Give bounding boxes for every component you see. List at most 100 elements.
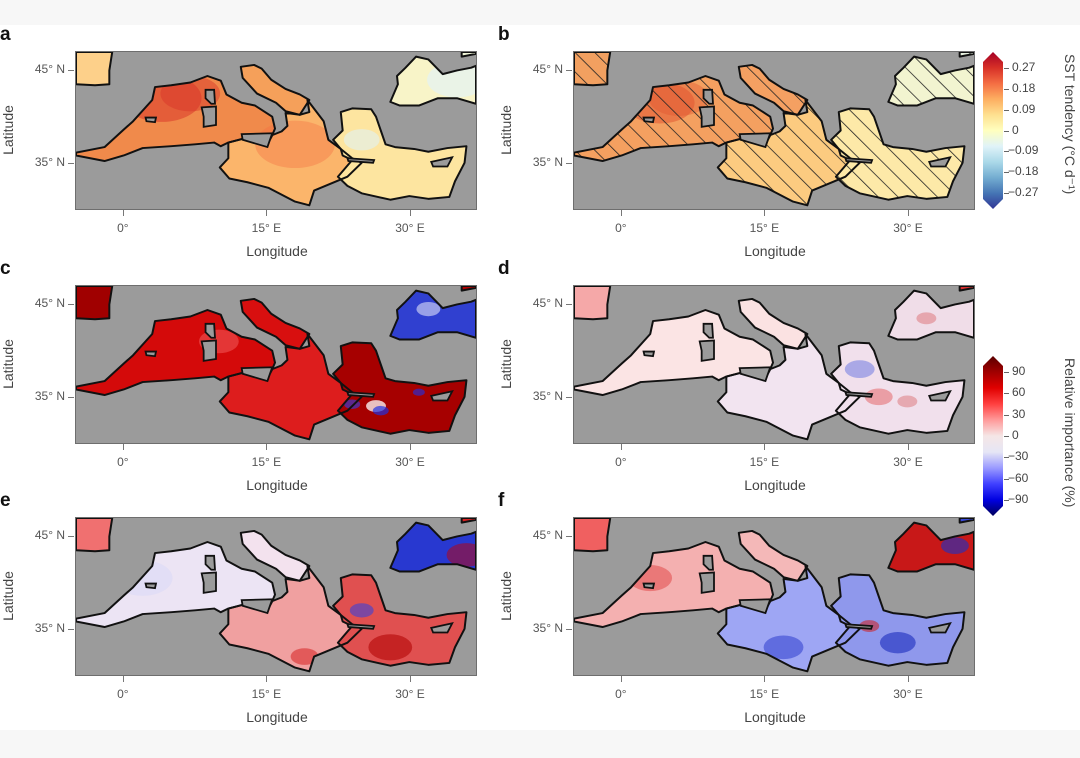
ytick-mark [68,163,74,165]
colorbar-tick-mark [1004,88,1009,90]
colorbar-importance [983,356,1003,516]
colorbar-tick-mark [1004,172,1009,174]
x-axis-label: Longitude [246,477,308,493]
colorbar-tick-label: 60 [1012,385,1026,400]
colorbar-tick-label: −90 [1008,492,1029,506]
map-panel-f [573,517,975,676]
xtick-mark [266,444,268,450]
ytick-mark [566,163,572,165]
ytick-label: 35° N [532,389,563,404]
colorbar-tick-label: −0.18 [1008,164,1039,179]
colorbar-tick-mark [1004,414,1009,416]
xtick-label: 15° E [749,455,780,469]
colorbar-tick-mark [1004,193,1009,194]
map-panel-c [75,285,477,444]
top-band [0,0,1080,25]
ytick-mark [566,69,572,71]
xtick-label: 15° E [749,687,780,701]
colorbar-tick-mark [1004,478,1009,480]
xtick-mark [620,444,622,450]
map-panel-a [75,51,477,210]
map-panel-e [75,517,477,676]
ytick-mark [68,629,74,631]
xtick-mark [122,676,124,682]
colorbar-tick-label: −60 [1008,470,1029,485]
ytick-label: 45° N [34,61,65,76]
ytick-label: 35° N [34,621,65,636]
xtick-label: 0° [117,455,129,469]
ytick-mark [566,397,572,399]
xtick-label: 30° E [893,221,923,235]
xtick-label: 15° E [251,687,282,701]
panel-letter-e: e [0,490,11,511]
xtick-mark [908,210,909,216]
ytick-label: 35° N [34,389,65,404]
colorbar-sst [983,52,1003,209]
colorbar-tick-label: −0.27 [1008,185,1039,199]
colorbar-tick-label: −0.09 [1008,143,1039,158]
xtick-label: 30° E [395,687,425,701]
xtick-label: 30° E [893,687,923,701]
xtick-mark [122,210,124,216]
colorbar-tick-label: 0.09 [1012,101,1036,116]
xtick-label: 0° [117,221,129,235]
y-axis-label: Latitude [498,570,514,621]
colorbar-tick-mark [1004,436,1009,437]
xtick-mark [764,210,766,216]
ytick-label: 45° N [532,61,563,76]
xtick-mark [764,444,766,450]
ytick-mark [566,629,572,631]
ytick-label: 45° N [532,295,563,310]
colorbar-tick-mark [1004,151,1009,153]
ytick-label: 35° N [532,155,563,170]
xtick-mark [266,210,268,216]
y-axis-label: Latitude [0,570,16,621]
x-axis-label: Longitude [246,709,308,725]
x-axis-label: Longitude [744,243,806,259]
ytick-label: 35° N [532,621,563,636]
xtick-mark [122,444,124,450]
colorbar-tick-mark [1004,109,1009,111]
map-panel-b [573,51,975,210]
xtick-mark [908,444,909,450]
ytick-label: 35° N [34,155,65,170]
xtick-label: 0° [615,221,627,235]
xtick-label: 30° E [395,455,425,469]
colorbar-tick-label: 0.27 [1012,60,1036,74]
y-axis-label: Latitude [0,104,16,155]
xtick-label: 15° E [749,221,780,235]
panel-letter-b: b [498,24,510,45]
xtick-mark [410,444,411,450]
bottom-band [0,730,1080,758]
xtick-mark [620,676,622,682]
colorbar-title-importance: Relative importance (%) [1062,358,1078,508]
x-axis-label: Longitude [744,477,806,493]
xtick-label: 0° [615,687,627,701]
ytick-mark [68,303,74,305]
colorbar-tick-mark [1004,500,1009,501]
xtick-label: 15° E [251,221,282,235]
y-axis-label: Latitude [0,338,16,389]
xtick-label: 15° E [251,455,282,469]
colorbar-tick-label: 0 [1012,428,1019,442]
colorbar-tick-label: 90 [1012,364,1026,378]
ytick-mark [566,535,572,537]
colorbar-tick-mark [1004,393,1009,395]
map-panel-d [573,285,975,444]
ytick-mark [68,397,74,399]
panel-letter-a: a [0,24,11,45]
xtick-mark [410,210,411,216]
colorbar-tick-label: 0 [1012,122,1019,137]
xtick-mark [908,676,909,682]
x-axis-label: Longitude [744,709,806,725]
ytick-label: 45° N [34,527,65,542]
y-axis-label: Latitude [498,338,514,389]
xtick-label: 30° E [893,455,923,469]
colorbar-tick-label: 30 [1012,406,1026,421]
colorbar-tick-label: 0.18 [1012,80,1036,95]
colorbar-tick-mark [1004,372,1009,373]
x-axis-label: Longitude [246,243,308,259]
colorbar-title-sst: SST tendency (°C d⁻¹) [1062,54,1078,195]
xtick-label: 30° E [395,221,425,235]
ytick-mark [566,303,572,305]
